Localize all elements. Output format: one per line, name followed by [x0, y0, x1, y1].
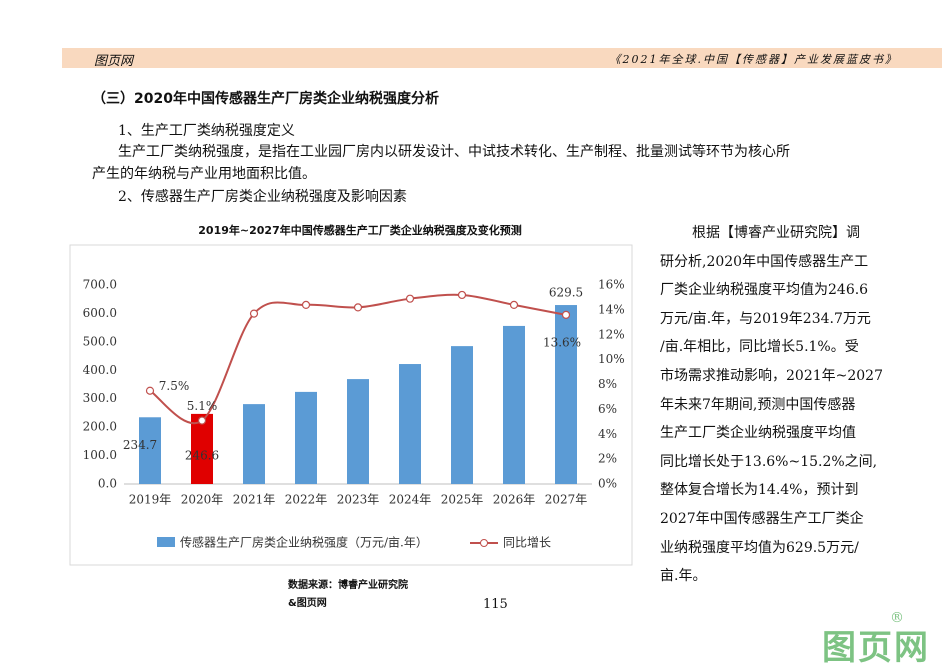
line-marker: [509, 300, 519, 309]
line-marker: [405, 294, 415, 303]
data-label: 629.5: [549, 286, 583, 300]
line-marker: [197, 416, 207, 425]
line-marker: [561, 310, 571, 319]
side-text-line: 2027年中国传感器生产工厂类企: [660, 511, 864, 527]
y2-tick-label: 2%: [598, 452, 617, 466]
bar: [191, 413, 213, 484]
bar: [295, 391, 317, 484]
data-label: 13.6%: [543, 335, 581, 349]
y-tick-label: 700.0: [83, 278, 117, 292]
line-marker: [249, 309, 259, 318]
y-tick-label: 300.0: [83, 391, 117, 405]
data-label: 234.7: [123, 438, 157, 452]
line-marker: [353, 303, 363, 312]
subheading: 1、生产工厂类纳税强度定义: [118, 123, 295, 139]
y2-tick-label: 14%: [598, 302, 625, 316]
y2-tick-label: 16%: [598, 278, 625, 292]
y-tick-label: 400.0: [83, 363, 117, 377]
line-marker: [145, 386, 155, 395]
y2-tick-label: 8%: [598, 377, 617, 391]
data-label: 7.5%: [159, 379, 190, 393]
side-text-line: 市场需求推动影响，2021年~2027: [660, 368, 883, 384]
x-tick-label: 2021年: [233, 493, 276, 507]
x-tick-label: 2022年: [285, 493, 328, 507]
bar: [451, 346, 473, 484]
paragraph-line: 产生的年纳税与产业用地面积比值。: [92, 166, 316, 182]
x-tick-label: 2027年: [545, 493, 588, 507]
legend-label: 同比增长: [503, 536, 551, 550]
line: [149, 293, 567, 425]
legend-swatch: [157, 537, 175, 547]
side-text-line: 研分析,2020年中国传感器生产工: [660, 253, 869, 270]
header-bar: [62, 48, 942, 68]
y2-tick-label: 4%: [598, 427, 617, 441]
y2-tick-label: 12%: [598, 327, 625, 341]
bar: [399, 364, 421, 484]
side-text-line: 业纳税强度平均值为629.5万元/: [660, 539, 859, 556]
side-text-line: 厂类企业纳税强度平均值为246.6: [660, 282, 869, 299]
line-marker: [457, 290, 467, 300]
side-text-line: 万元/亩.年，与2019年234.7万元: [660, 310, 871, 327]
side-text-line: 同比增长处于13.6%~15.2%之间,: [660, 453, 878, 470]
line-marker: [301, 300, 311, 309]
page-number: 115: [483, 597, 508, 612]
source: 数据来源：博睿产业研究院: [288, 580, 408, 591]
data-label: 246.6: [185, 448, 219, 462]
y-tick-label: 0.0: [98, 477, 117, 491]
y2-tick-label: 0%: [598, 477, 617, 491]
bar: [555, 305, 577, 484]
y-tick-label: 500.0: [83, 334, 117, 348]
watermark: 图页网: [822, 628, 930, 668]
side-text-line: 年未来7年期间,预测中国传感器: [660, 396, 856, 413]
legend-label: 传感器生产厂房类企业纳税强度（万元/亩.年）: [180, 535, 428, 550]
bar: [139, 417, 161, 484]
bar: [243, 404, 265, 484]
side-text-line: /亩.年相比，同比增长5.1%。受: [660, 339, 859, 356]
section-title: （三）2020年中国传感器生产厂房类企业纳税强度分析: [92, 91, 439, 107]
x-tick-label: 2019年: [129, 493, 172, 507]
side-text-line: 整体复合增长为14.4%，预计到: [660, 482, 859, 499]
y-tick-label: 100.0: [83, 448, 117, 462]
x-tick-label: 2026年: [493, 493, 536, 507]
x-tick-label: 2020年: [181, 493, 224, 507]
x-tick-label: 2024年: [389, 493, 432, 507]
y2-tick-label: 10%: [598, 352, 625, 366]
bar: [503, 325, 525, 484]
watermark-mark: ®: [890, 610, 904, 626]
side-text-line: 亩.年。: [660, 568, 707, 585]
chart-title: 2019年~2027年中国传感器生产工厂类企业纳税强度及变化预测: [198, 224, 522, 237]
x-tick-label: 2023年: [337, 493, 380, 507]
x-tick-label: 2025年: [441, 493, 484, 507]
y-tick-label: 600.0: [83, 306, 117, 320]
source: &图页网: [288, 598, 327, 609]
side-text-line: 生产工厂类企业纳税强度平均值: [660, 425, 856, 442]
side-text-line: 根据【博睿产业研究院】调: [692, 225, 860, 241]
bar: [347, 379, 369, 484]
y-tick-label: 200.0: [83, 420, 117, 434]
subheading: 2、传感器生产厂房类企业纳税强度及影响因素: [118, 189, 407, 205]
data-label: 5.1%: [187, 399, 218, 413]
header-left: 图页网: [94, 54, 134, 69]
paragraph-line: 生产工厂类纳税强度，是指在工业园厂房内以研发设计、中试技术转化、生产制程、批量测…: [118, 144, 790, 160]
header-right: 《2021年全球.中国【传感器】产业发展蓝皮书》: [609, 53, 898, 66]
y2-tick-label: 6%: [598, 402, 617, 416]
legend-marker: [480, 539, 488, 547]
